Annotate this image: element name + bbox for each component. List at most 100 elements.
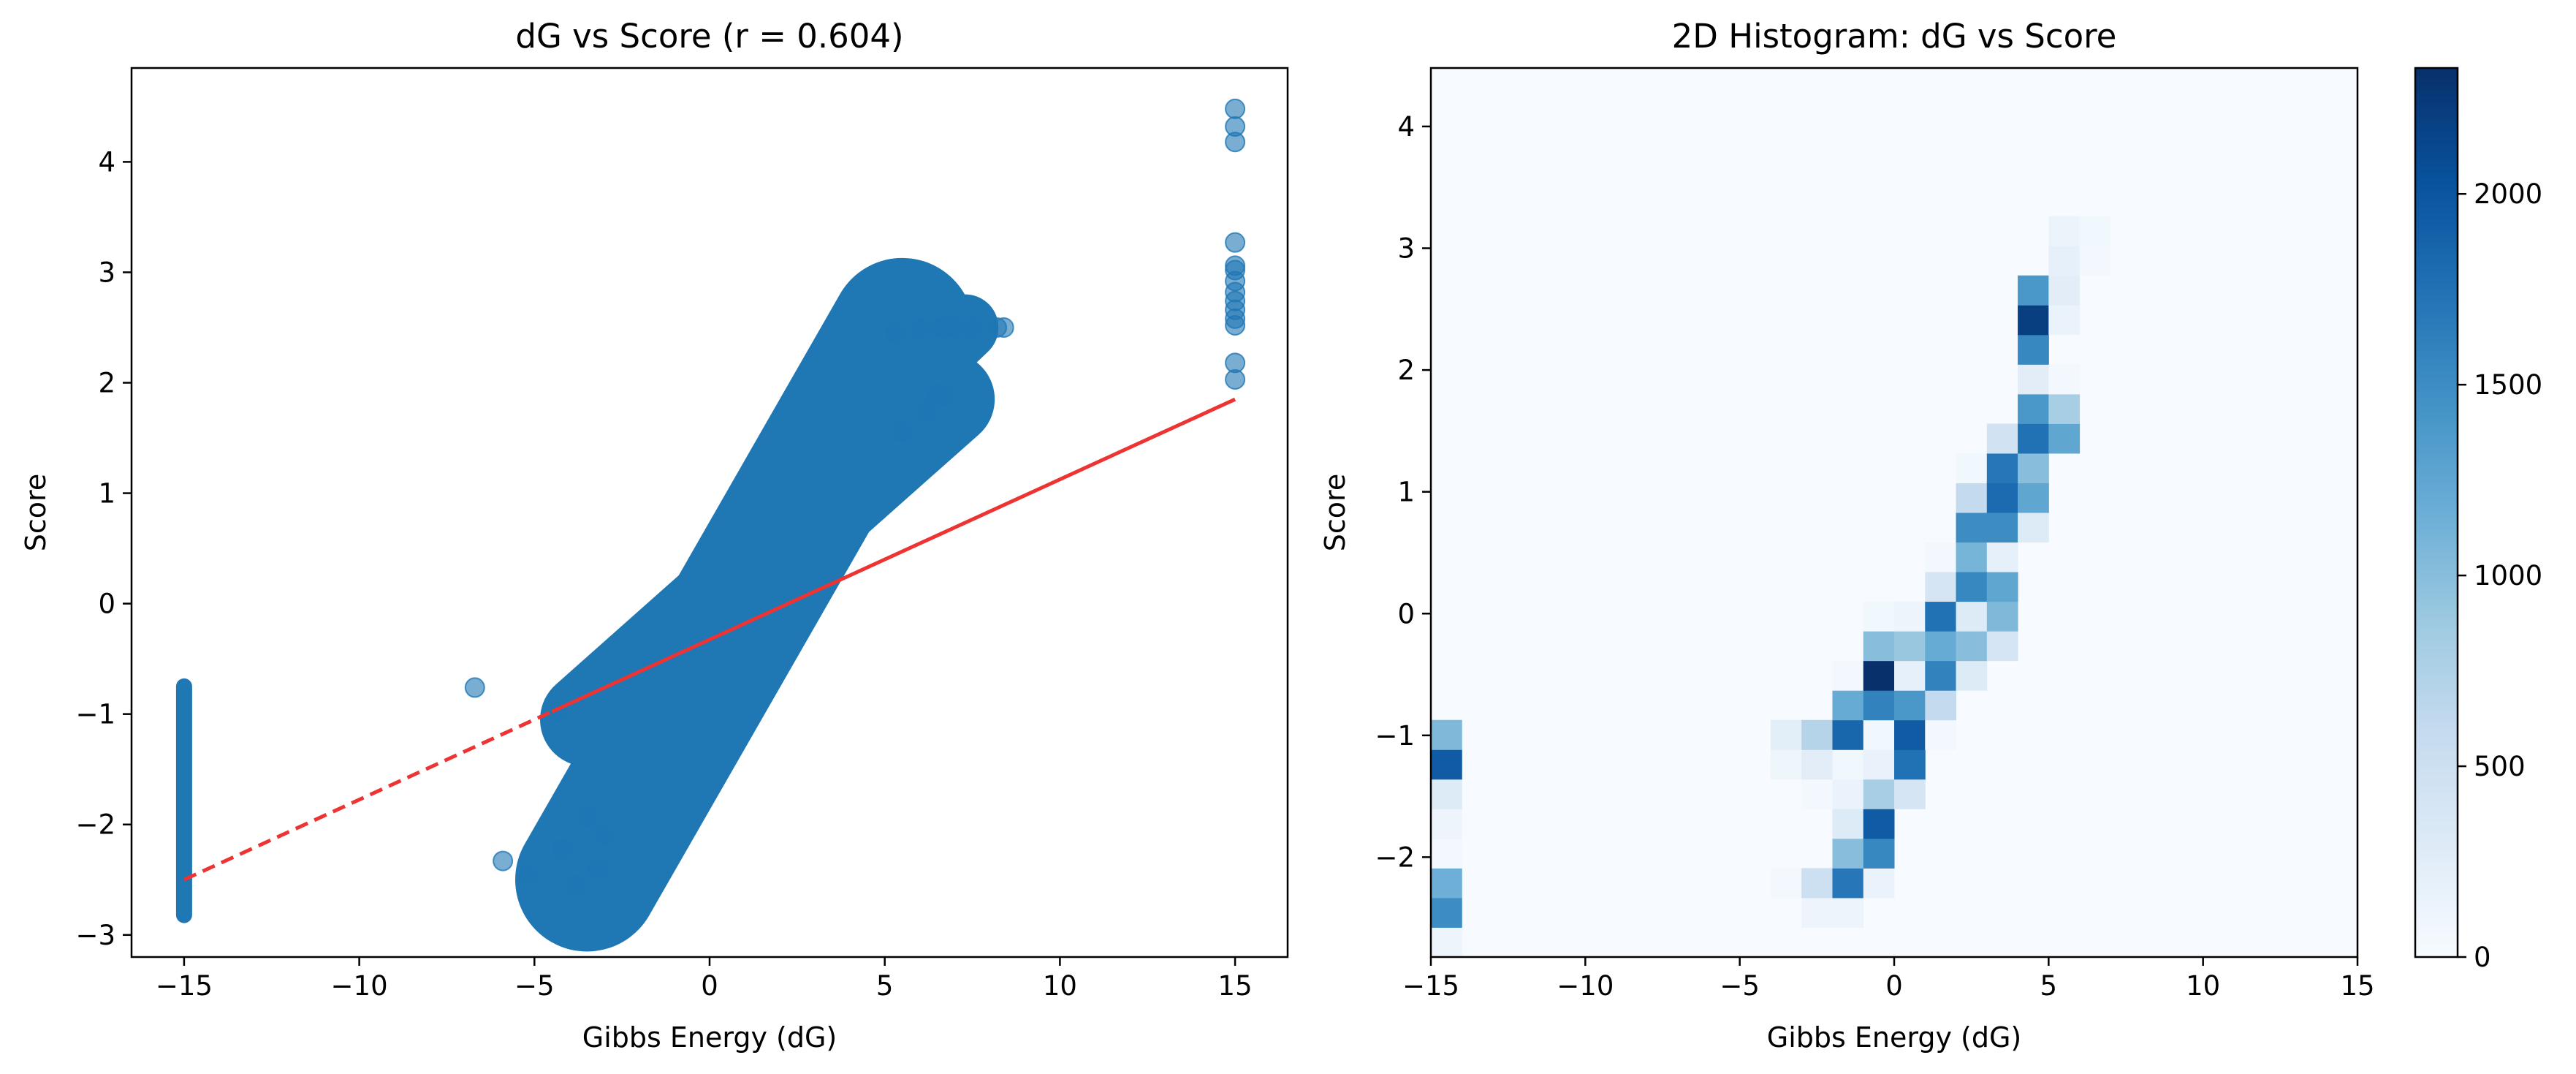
histogram-cell xyxy=(1925,719,1957,750)
histogram-cell xyxy=(1925,601,1957,632)
histogram-cell xyxy=(1894,779,1926,809)
y-tick-label: 0 xyxy=(1397,598,1415,629)
histogram-cell xyxy=(1832,838,1864,869)
y-tick-label: 2 xyxy=(98,368,115,399)
histogram-cell xyxy=(1863,660,1895,691)
scatter-point xyxy=(1225,232,1246,253)
histogram-cell xyxy=(1986,513,2018,543)
scatter-point xyxy=(885,322,906,344)
y-tick-label: −2 xyxy=(75,809,115,841)
y-tick-label: 1 xyxy=(98,478,115,510)
histogram-cell xyxy=(1863,631,1895,662)
scatter-point xyxy=(493,850,514,871)
histogram-cells xyxy=(1431,216,2111,957)
histogram-cell xyxy=(1832,779,1864,809)
x-tick-label: 5 xyxy=(2040,970,2058,1002)
histogram-cell xyxy=(1431,927,1462,957)
histogram-cell xyxy=(2048,275,2081,306)
scatter-point xyxy=(1225,314,1246,336)
histogram-cell xyxy=(1431,749,1462,780)
scatter-point xyxy=(1225,368,1246,390)
scatter-point xyxy=(909,318,930,339)
scatter-point xyxy=(944,317,965,338)
colorbar-gradient xyxy=(2414,67,2459,958)
x-tick-label: 5 xyxy=(876,970,894,1002)
histogram-cell xyxy=(1801,868,1833,899)
colorbar-tick-label: 2000 xyxy=(2474,178,2542,210)
y-tick-label: 4 xyxy=(1397,111,1415,143)
histogram-cell xyxy=(2079,216,2111,246)
histogram-cell xyxy=(1801,779,1833,809)
histogram-cell xyxy=(1431,809,1462,839)
histogram-cell xyxy=(1863,809,1895,839)
histogram-y-label: Score xyxy=(1319,474,1351,551)
histogram-x-label: Gibbs Energy (dG) xyxy=(1767,1021,2021,1054)
histogram-cell xyxy=(1863,838,1895,869)
histogram-cell xyxy=(2018,453,2049,483)
scatter-point xyxy=(993,317,1014,338)
scatter-point xyxy=(1225,132,1246,153)
scatter-title: dG vs Score (r = 0.604) xyxy=(515,17,903,56)
histogram-cell xyxy=(1956,631,1988,662)
scatter-y-label: Score xyxy=(20,474,52,551)
histogram-cell xyxy=(1956,601,1988,632)
regression-line-solid xyxy=(551,397,1236,714)
histogram-cell xyxy=(1894,660,1926,691)
histogram-cell xyxy=(1832,719,1864,750)
histogram-cell xyxy=(1801,719,1833,750)
scatter-point xyxy=(517,865,538,886)
histogram-cell xyxy=(1832,660,1864,691)
x-tick-label: 10 xyxy=(1043,970,1077,1002)
scatter-x-axis: −15 −10 −5 0 5 10 15 xyxy=(156,957,1253,1002)
histogram-panel: 2D Histogram: dG vs Score −15 −10 −5 0 5 10 15… xyxy=(1319,17,2375,1054)
y-tick-label: −1 xyxy=(1375,720,1415,752)
y-tick-label: −3 xyxy=(75,920,115,951)
histogram-cell xyxy=(1986,542,2018,572)
histogram-cell xyxy=(1986,423,2018,454)
x-tick-label: −5 xyxy=(514,970,555,1002)
x-tick-label: −5 xyxy=(1720,970,1760,1002)
histogram-cell xyxy=(1956,483,1988,513)
histogram-cell xyxy=(2018,393,2049,424)
histogram-cell xyxy=(1956,572,1988,602)
colorbar-ticks: 0 500 1000 1500 2000 xyxy=(2458,178,2542,973)
colorbar-tick-label: 1000 xyxy=(2474,560,2542,591)
histogram-cell xyxy=(1431,897,1462,928)
x-tick-label: −10 xyxy=(1557,970,1614,1002)
histogram-cell xyxy=(1770,719,1802,750)
scatter-x-label: Gibbs Energy (dG) xyxy=(582,1021,837,1054)
x-tick-label: −10 xyxy=(331,970,388,1002)
histogram-cell xyxy=(2018,483,2049,513)
histogram-cell xyxy=(1925,690,1957,721)
colorbar-tick-label: 0 xyxy=(2474,942,2491,973)
histogram-cell xyxy=(1986,483,2018,513)
histogram-cell xyxy=(1431,868,1462,899)
scatter-point xyxy=(962,317,983,338)
histogram-cell xyxy=(1956,453,1988,483)
histogram-cell xyxy=(1925,542,1957,572)
scatter-point xyxy=(577,806,598,828)
colorbar: 0 500 1000 1500 2000 xyxy=(2414,67,2542,973)
scatter-point xyxy=(892,422,913,443)
histogram-cell xyxy=(1986,631,2018,662)
scatter-point xyxy=(552,838,573,859)
histogram-cell xyxy=(2018,423,2049,454)
histogram-cell xyxy=(2048,393,2081,424)
histogram-cell xyxy=(2018,334,2049,365)
histogram-cell xyxy=(1431,779,1462,809)
scatter-point xyxy=(1225,98,1246,119)
histogram-cell xyxy=(1863,779,1895,809)
regression-line-dashed xyxy=(183,710,553,882)
scatter-point xyxy=(927,383,948,404)
colorbar-tick-label: 500 xyxy=(2474,751,2526,782)
histogram-cell xyxy=(1832,749,1864,780)
histogram-cell xyxy=(2048,246,2081,276)
histogram-cell xyxy=(2048,423,2081,454)
histogram-cell xyxy=(1894,631,1926,662)
histogram-cell xyxy=(1863,690,1895,721)
scatter-y-axis: −3 −2 −1 0 1 2 3 4 xyxy=(75,146,132,951)
histogram-cell xyxy=(1832,897,1864,928)
histogram-cell xyxy=(2048,305,2081,336)
histogram-cell xyxy=(1863,868,1895,899)
